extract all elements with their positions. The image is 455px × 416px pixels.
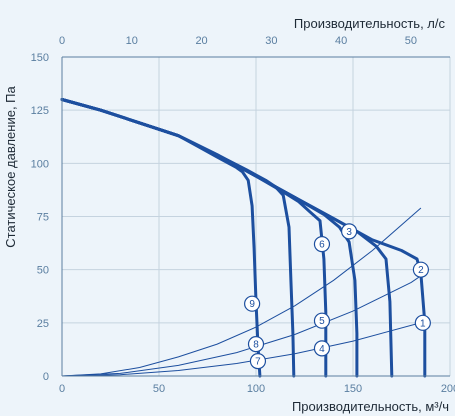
curve-marker-2: 2: [412, 261, 429, 278]
marker-label: 8: [253, 340, 259, 351]
marker-circle: [414, 314, 431, 331]
marker-label: 9: [249, 299, 255, 310]
marker-circle: [313, 340, 331, 357]
marker-label: 7: [255, 357, 261, 368]
fan-curve: [60, 98, 427, 378]
curve-marker-1: 1: [414, 314, 431, 331]
tick-labels: 025507510012515005010015020001020304050: [31, 35, 455, 395]
curve-marker-3: 3: [341, 223, 358, 240]
fan-curve: [60, 98, 296, 378]
marker-label: 6: [319, 240, 325, 251]
x-tick-label: 0: [59, 383, 65, 395]
marker-label: 1: [420, 318, 426, 329]
marker-label: 5: [319, 316, 325, 327]
marker-label: 3: [346, 227, 352, 238]
marker-circle: [341, 223, 358, 240]
y-tick-label: 150: [31, 52, 49, 64]
fan-curve: [60, 98, 328, 378]
x2-tick-label: 0: [59, 35, 65, 47]
curve-markers: 1 2 3 4 5 6 7 8 9: [244, 223, 431, 370]
marker-label: 2: [418, 265, 424, 276]
marker-circle: [244, 295, 261, 312]
x-tick-label: 50: [153, 383, 165, 395]
x-tick-label: 100: [247, 383, 265, 395]
marker-circle: [313, 312, 331, 329]
y-axis-title: Статическое давление, Па: [3, 86, 18, 248]
curve-marker-6: 6: [313, 236, 331, 253]
system-curve: [61, 320, 427, 377]
fan-curves: [60, 98, 427, 378]
curve-marker-9: 9: [244, 295, 261, 312]
x2-tick-label: 50: [405, 35, 417, 47]
marker-circle: [313, 236, 331, 253]
curve-marker-8: 8: [247, 336, 265, 353]
top-axis-title: Производительность, л/с: [294, 16, 446, 31]
fan-curve: [60, 98, 394, 378]
x2-tick-label: 10: [126, 35, 138, 47]
marker-label: 4: [319, 344, 325, 355]
curve-marker-7: 7: [249, 353, 267, 370]
curve-marker-4: 4: [313, 340, 331, 357]
x-tick-label: 150: [344, 383, 362, 395]
y-tick-label: 125: [31, 105, 49, 117]
fan-curve: [60, 98, 359, 378]
y-tick-label: 100: [31, 158, 49, 170]
axes: [61, 56, 450, 377]
x2-tick-label: 20: [195, 35, 207, 47]
marker-circle: [412, 261, 429, 278]
x2-tick-label: 40: [335, 35, 347, 47]
x2-tick-label: 30: [265, 35, 277, 47]
y-tick-label: 75: [37, 212, 49, 224]
y-tick-label: 50: [37, 265, 49, 277]
system-curve: [61, 271, 427, 377]
fan-curve: [60, 98, 262, 378]
marker-circle: [249, 353, 267, 370]
marker-circle: [247, 336, 265, 353]
x-tick-label: 200: [441, 383, 455, 395]
curve-marker-5: 5: [313, 312, 331, 329]
bottom-axis-title: Производительность, м³/ч: [292, 399, 449, 414]
system-curves: [61, 207, 427, 377]
y-tick-label: 25: [37, 318, 49, 330]
y-tick-label: 0: [43, 371, 49, 383]
